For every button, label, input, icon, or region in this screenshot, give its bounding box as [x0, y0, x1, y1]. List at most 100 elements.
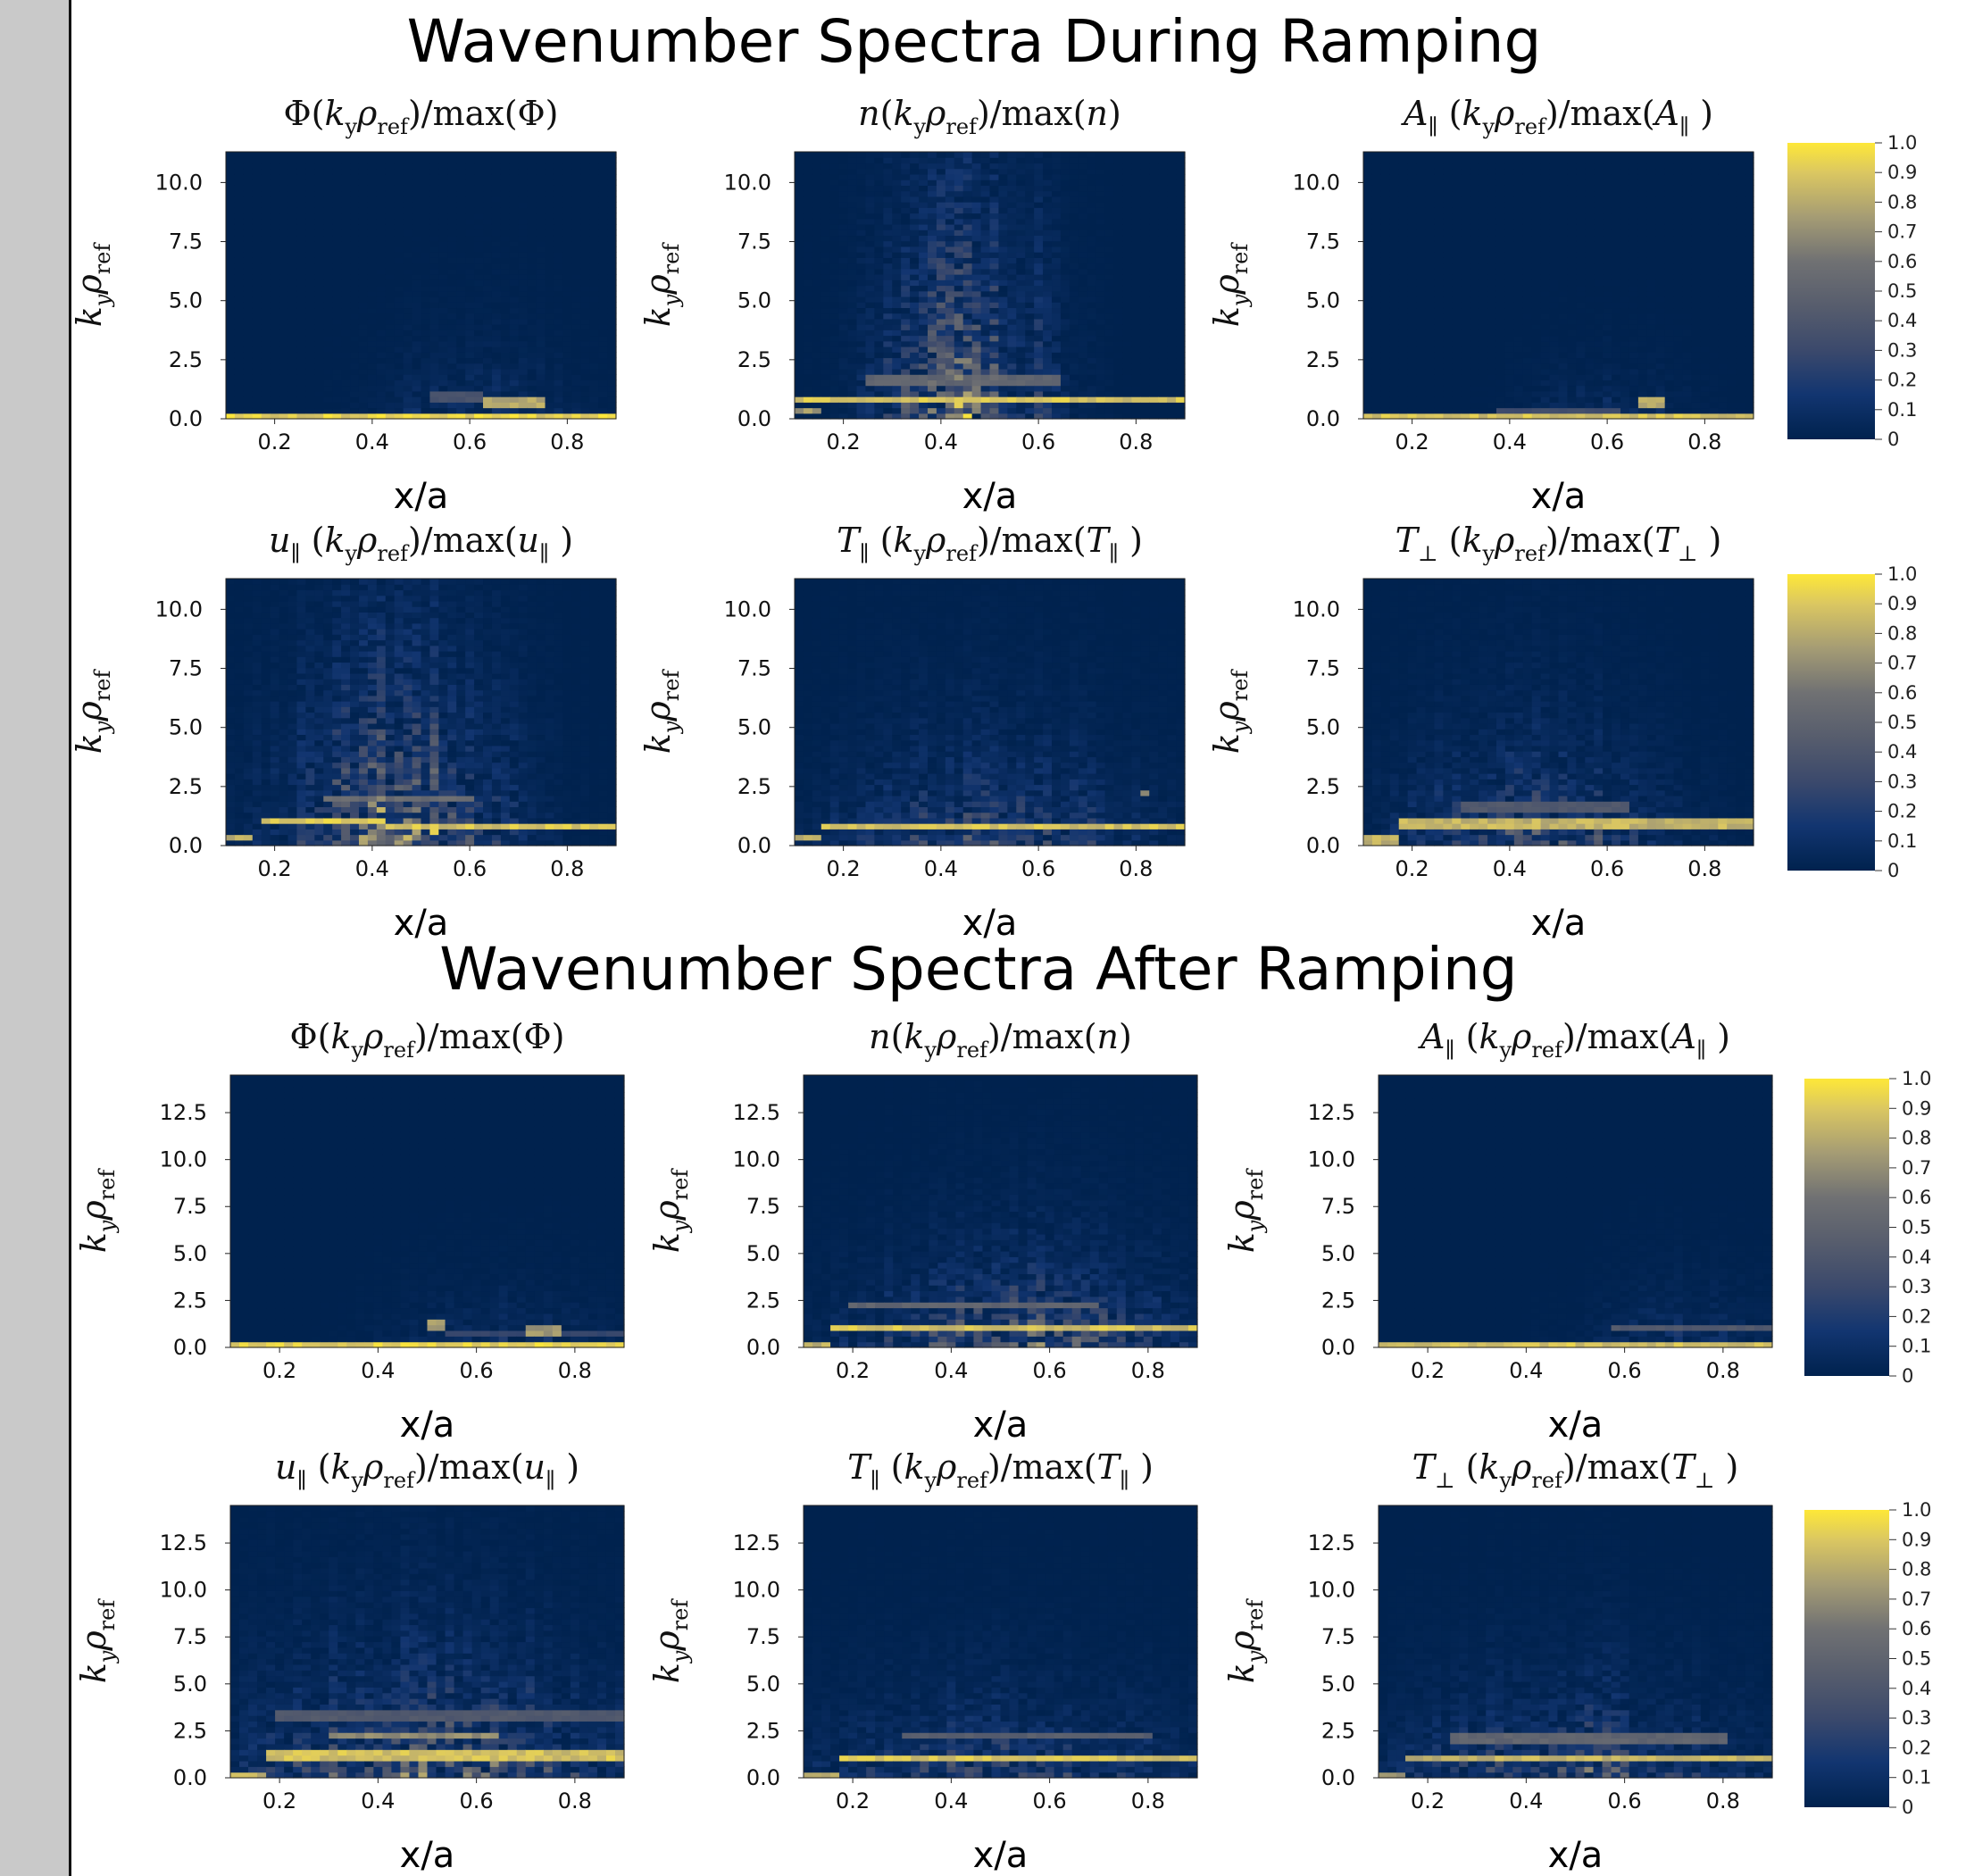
heatmap-cell [971, 363, 982, 370]
heatmap-cell [394, 152, 404, 158]
heatmap-cell [910, 363, 920, 370]
heatmap-cell [474, 274, 484, 280]
heatmap-cell [287, 229, 298, 237]
heatmap-cell [296, 157, 306, 164]
heatmap-cell [589, 324, 599, 330]
heatmap-cell [438, 268, 448, 275]
heatmap-cell [518, 229, 529, 237]
heatmap-cell [856, 385, 867, 392]
heatmap-cell [474, 296, 484, 303]
heatmap-cell [1452, 324, 1462, 330]
heatmap-cell [1479, 279, 1488, 287]
heatmap-cell [474, 168, 484, 175]
heatmap-cell [883, 152, 893, 158]
heatmap-cell [1122, 168, 1133, 175]
heatmap-cell [456, 268, 466, 275]
heatmap-cell [1167, 246, 1177, 253]
heatmap-cell [1470, 223, 1479, 230]
heatmap-cell [962, 152, 973, 158]
heatmap-cell [1407, 340, 1418, 347]
heatmap-cell [856, 157, 867, 164]
heatmap-cell [483, 229, 493, 237]
heatmap-cell [1052, 318, 1062, 325]
heatmap-cell [829, 185, 840, 192]
heatmap-cell [919, 257, 929, 264]
heatmap-cell [350, 379, 360, 387]
heatmap-cell [892, 196, 902, 203]
heatmap-cell [350, 152, 360, 158]
heatmap-cell [1078, 252, 1088, 258]
heatmap-cell [456, 257, 466, 264]
heatmap-cell [1443, 207, 1453, 214]
heatmap-cell [1034, 235, 1044, 242]
heatmap-cell [1131, 379, 1141, 387]
heatmap-cell [536, 279, 546, 287]
heatmap-cell [527, 357, 537, 364]
heatmap-cell [865, 207, 875, 214]
heatmap-cell [971, 307, 982, 314]
heatmap-cell [279, 335, 289, 342]
heatmap-cell [1131, 179, 1141, 186]
heatmap-cell [287, 218, 298, 225]
heatmap-cell [1122, 368, 1133, 375]
heatmap-cell [1452, 196, 1462, 203]
heatmap-cell [1113, 173, 1124, 180]
heatmap-cell [1371, 173, 1382, 180]
heatmap-cell [252, 223, 262, 230]
heatmap-cell [1025, 379, 1035, 387]
heatmap-cell [367, 296, 378, 303]
heatmap-cell [1452, 263, 1462, 270]
heatmap-cell [910, 302, 920, 309]
heatmap-cell [1095, 313, 1106, 320]
heatmap-cell [989, 396, 1000, 403]
heatmap-cell [1122, 352, 1133, 359]
heatmap-cell [1060, 379, 1070, 387]
heatmap-cell [821, 152, 831, 158]
heatmap-cell [1060, 368, 1070, 375]
heatmap-cell [296, 223, 306, 230]
heatmap-cell [1043, 307, 1053, 314]
heatmap-cell [332, 357, 342, 364]
heatmap-cell [1425, 313, 1436, 320]
heatmap-cell [1389, 302, 1400, 309]
heatmap-cell [892, 290, 902, 297]
heatmap-cell [358, 374, 369, 380]
heatmap-cell [1122, 407, 1133, 414]
heatmap-cell [447, 296, 457, 303]
heatmap-cell [1043, 168, 1053, 175]
heatmap-cell [1416, 307, 1427, 314]
heatmap-cell [1025, 296, 1035, 303]
plot-frame [225, 151, 617, 420]
heatmap-cell [821, 307, 831, 314]
heatmap-cell [509, 368, 520, 375]
heatmap-cell [332, 213, 342, 220]
heatmap-cell [1140, 335, 1150, 342]
heatmap-cell [341, 185, 351, 192]
heatmap-cell [1007, 379, 1017, 387]
heatmap-cell [1016, 402, 1026, 409]
heatmap-cell [1461, 396, 1470, 403]
heatmap-cell [936, 235, 946, 242]
heatmap-cell [936, 196, 946, 203]
heatmap-cell [323, 290, 333, 297]
heatmap-cell [829, 307, 840, 314]
heatmap-cell [1371, 396, 1382, 403]
heatmap-cell [1034, 218, 1044, 225]
heatmap-cell [954, 190, 964, 197]
heatmap-cell [562, 257, 572, 264]
heatmap-cell [1487, 363, 1497, 370]
heatmap-cell [226, 168, 236, 175]
heatmap-cell [323, 263, 333, 270]
heatmap-cell [296, 296, 306, 303]
heatmap-cell [509, 190, 520, 197]
heatmap-cell [1398, 413, 1409, 420]
heatmap-cell [1461, 324, 1470, 330]
heatmap-cell [350, 163, 360, 170]
heatmap-cell [562, 263, 572, 270]
heatmap-cell [1389, 257, 1400, 264]
heatmap-cell [589, 257, 599, 264]
heatmap-cell [358, 168, 369, 175]
heatmap-cell [287, 329, 298, 337]
heatmap-cell [1069, 352, 1079, 359]
heatmap-cell [945, 352, 955, 359]
